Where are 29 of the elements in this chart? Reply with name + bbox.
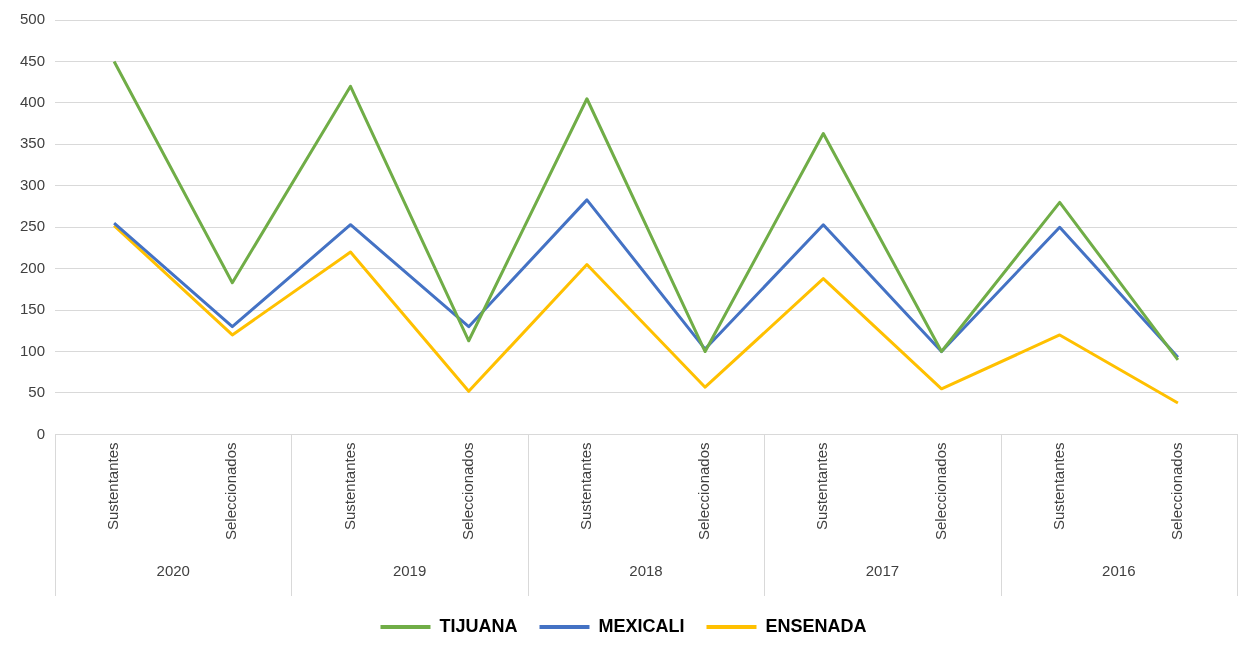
y-tick-label: 350 [20, 134, 46, 152]
x-tick-label: Sustentantes [104, 442, 122, 530]
text: 2018 [629, 562, 663, 580]
legend-label: MEXICALI [598, 615, 685, 636]
x-tick-label: Sustentantes [1049, 442, 1067, 530]
x-tick-label: Sustentantes [813, 442, 831, 530]
y-tick-label: 450 [20, 51, 46, 69]
x-tick-label: Sustentantes [340, 442, 358, 530]
legend-label: TIJUANA [439, 615, 518, 636]
y-tick-label: 100 [20, 341, 46, 359]
x-tick-label: Seleccionados [222, 442, 240, 541]
y-tick-label: 500 [20, 10, 46, 28]
x-tick-label: Seleccionados [931, 442, 949, 541]
y-tick-label: 300 [20, 175, 46, 193]
text: 2017 [865, 562, 900, 580]
y-tick-label: 250 [20, 217, 46, 235]
x-tick-label: Seleccionados [458, 442, 476, 541]
y-tick-label: 50 [28, 383, 46, 401]
text: 2016 [1102, 562, 1136, 580]
legend-label: ENSENADA [765, 615, 867, 636]
y-tick-label: 0 [36, 424, 46, 442]
y-tick-label: 200 [20, 258, 46, 276]
text: 2020 [156, 562, 190, 580]
y-tick-label: 150 [20, 300, 46, 318]
x-tick-label: Seleccionados [1168, 442, 1186, 541]
text: 2019 [392, 562, 427, 580]
y-tick-label: 400 [20, 93, 46, 111]
x-tick-label: Seleccionados [695, 442, 713, 541]
x-tick-label: Sustentantes [577, 442, 595, 530]
